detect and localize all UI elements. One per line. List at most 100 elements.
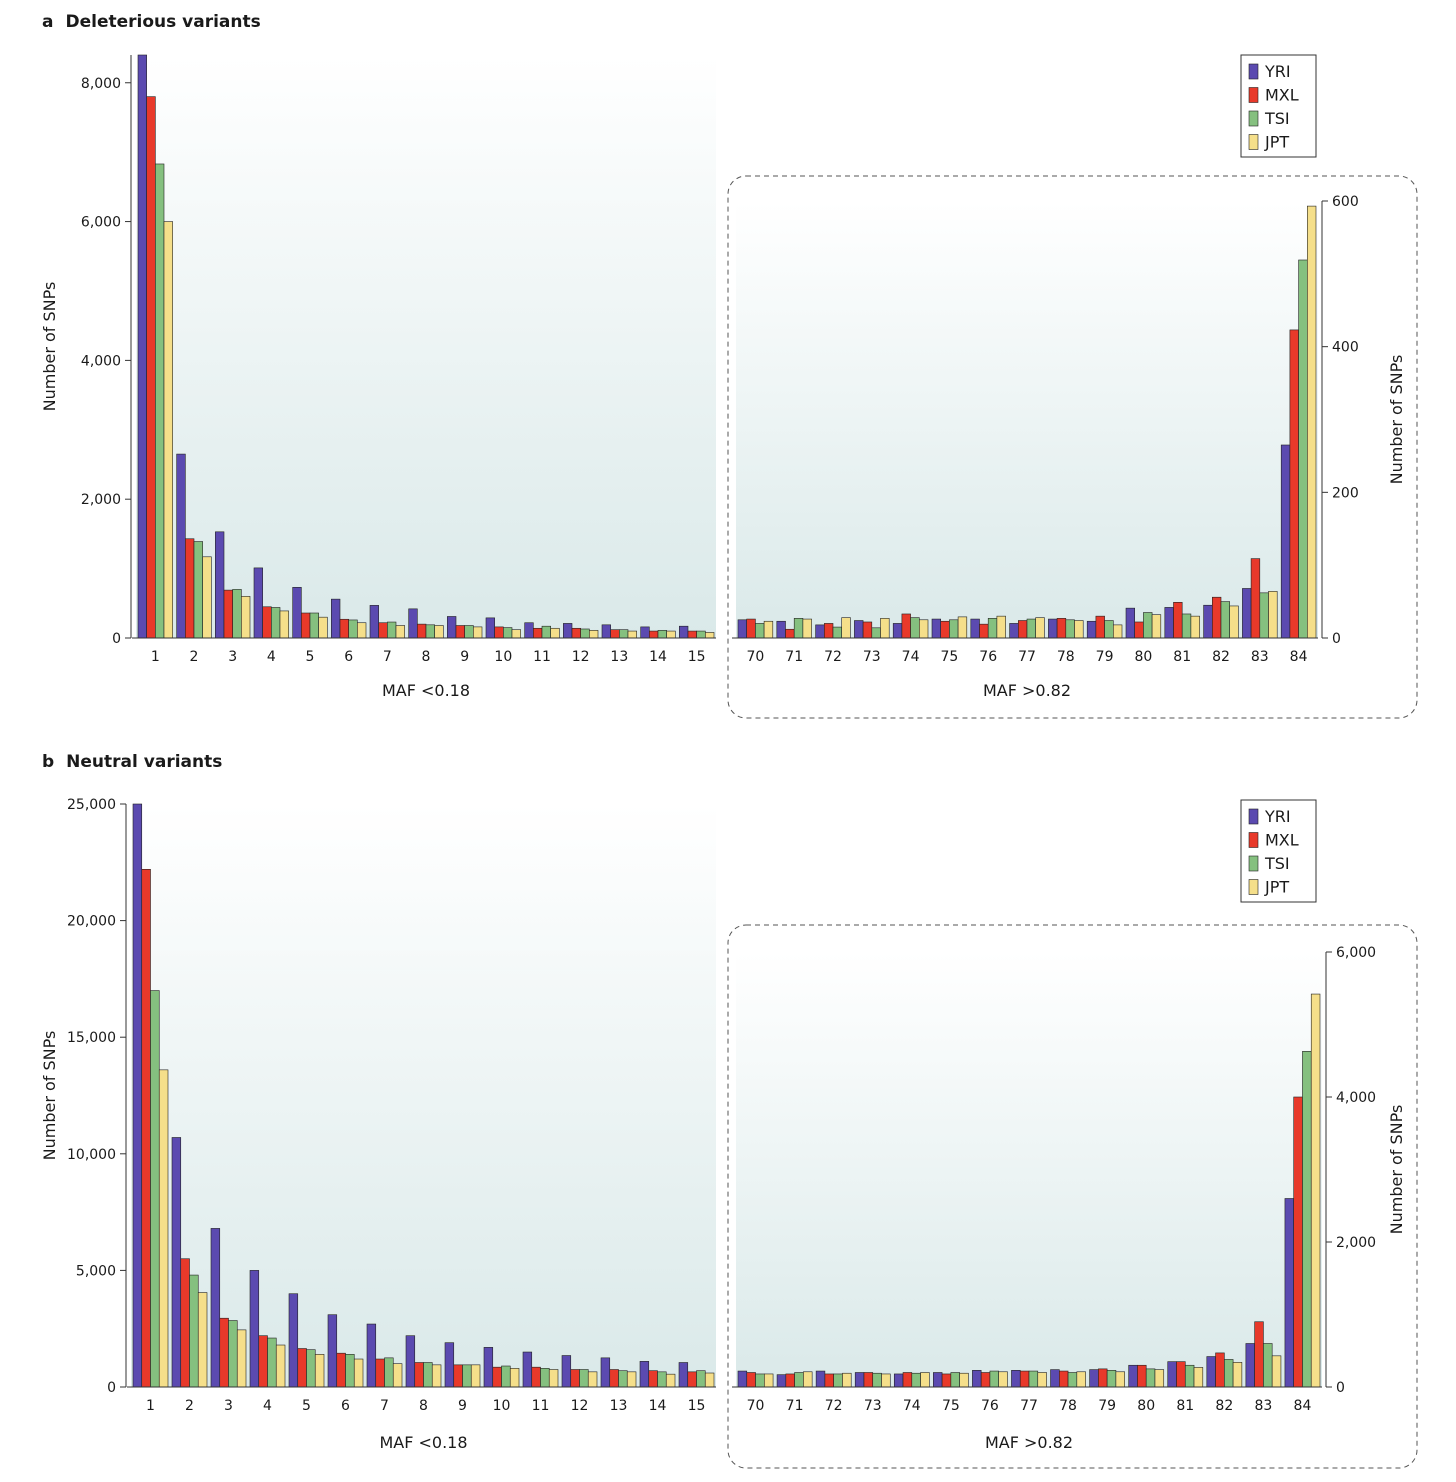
panel-a-left-bar-jpt-2 — [202, 556, 212, 639]
panel-a-left-bar-mxl-11 — [533, 627, 543, 639]
panel-a-right-bar-tsi-73 — [871, 627, 881, 639]
panel-b-right-bar-tsi-79 — [1106, 1370, 1117, 1388]
panel-b-right-bar-tsi-78 — [1067, 1372, 1078, 1388]
panel-a-left-bar-yri-1 — [137, 54, 147, 639]
panel-a-right-bar-jpt-74 — [918, 619, 929, 639]
panel-a-right-bar-mxl-76 — [979, 623, 989, 639]
panel-b-right-ytick-label-3: 6,000 — [1336, 945, 1376, 961]
panel-b-right-ylabel: Number of SNPs — [1387, 1105, 1406, 1235]
panel-b-title: Neutral variants — [66, 752, 223, 772]
panel-a-left-bar-tsi-10 — [503, 627, 513, 639]
panel-b-right-bar-jpt-84 — [1310, 993, 1321, 1388]
panel-b-right-bar-tsi-81 — [1184, 1364, 1195, 1388]
panel-b-right-bar-jpt-73 — [881, 1373, 891, 1388]
panel-a-left-bar-jpt-1 — [163, 221, 173, 639]
panel-b-left-ylabel: Number of SNPs — [40, 1031, 59, 1161]
panel-a-left-xtick-13: 13 — [610, 649, 628, 665]
panel-a-left-xtick-12: 12 — [572, 649, 590, 665]
panel-b-left-bar-jpt-8 — [431, 1364, 442, 1388]
panel-a-left-xtick-5: 5 — [306, 649, 315, 665]
panel-b-left-bar-yri-14 — [639, 1361, 650, 1388]
panel-b-legend-label-jpt: JPT — [1264, 878, 1289, 897]
panel-b-left-bar-jpt-5 — [314, 1354, 325, 1388]
panel-a-legend-swatch-mxl — [1248, 87, 1259, 103]
panel-b-left-xtick-1: 1 — [146, 1398, 155, 1414]
panel-b-left-ytick-label-0: 0 — [107, 1380, 116, 1396]
panel-a-left-xtick-10: 10 — [494, 649, 512, 665]
panel-b-left-bar-tsi-1 — [150, 990, 160, 1388]
panel-b-right-bar-yri-77 — [1011, 1370, 1021, 1388]
panel-a-left-xtick-6: 6 — [344, 649, 353, 665]
panel-a-right-bar-mxl-75 — [940, 620, 950, 639]
panel-a-right-plot-bg — [736, 201, 1318, 638]
panel-b-left-xtick-6: 6 — [341, 1398, 350, 1414]
panel-b-right-bar-yri-74 — [893, 1373, 904, 1388]
panel-b-left-xlabel: MAF <0.18 — [379, 1433, 467, 1452]
panel-a-right-bar-mxl-80 — [1134, 621, 1144, 639]
panel-a-right-xtick-72: 72 — [824, 649, 842, 665]
panel-b-left-bar-yri-6 — [327, 1314, 338, 1388]
panel-a-right-xtick-75: 75 — [940, 649, 958, 665]
panel-a-left-bar-jpt-15 — [705, 632, 715, 639]
panel-b-right-xtick-70: 70 — [747, 1398, 765, 1414]
panel-a-left-bar-jpt-11 — [550, 627, 560, 639]
panel-a-left-xtick-1: 1 — [151, 649, 160, 665]
panel-b-right-bar-yri-70 — [737, 1370, 748, 1388]
panel-b-right-bar-jpt-71 — [803, 1371, 813, 1388]
panel-a-left-bar-mxl-6 — [339, 618, 349, 639]
panel-a-left-bar-tsi-12 — [580, 628, 590, 639]
panel-a-left-bar-tsi-6 — [348, 619, 358, 639]
panel-b-right-bar-mxl-75 — [941, 1373, 952, 1388]
panel-a-left-bar-mxl-14 — [649, 630, 659, 639]
panel-a-left-bar-yri-6 — [331, 598, 341, 639]
panel-b-right-bar-tsi-74 — [911, 1372, 921, 1388]
panel-b-right-bar-yri-84 — [1284, 1198, 1295, 1388]
panel-b-right-bar-tsi-73 — [872, 1372, 882, 1388]
panel-b-left-bar-mxl-9 — [453, 1364, 463, 1388]
panel-b-right-xtick-72: 72 — [825, 1398, 843, 1414]
panel-b-right-bar-mxl-81 — [1176, 1361, 1186, 1388]
panel-a-legend-label-tsi: TSI — [1264, 109, 1290, 128]
panel-a-left-bar-tsi-14 — [657, 630, 667, 639]
panel-b-left-ytick-label-5: 25,000 — [67, 797, 116, 813]
panel-b-right-xtick-79: 79 — [1098, 1398, 1116, 1414]
panel-b-legend-swatch-mxl — [1248, 832, 1259, 848]
panel-b-left-bar-yri-8 — [405, 1335, 416, 1388]
panel-b-right-bar-jpt-80 — [1154, 1369, 1165, 1388]
panel-a-left-ytick-label-0: 0 — [112, 631, 121, 647]
panel-a-legend-swatch-jpt — [1248, 134, 1259, 150]
panel-b-right-bar-tsi-83 — [1263, 1343, 1273, 1388]
panel-b-right-bar-jpt-82 — [1232, 1362, 1243, 1388]
panel-b-right-ytick-label-0: 0 — [1336, 1380, 1345, 1396]
panel-b-left-xtick-15: 15 — [688, 1398, 706, 1414]
panel-a-left-bar-mxl-7 — [378, 622, 388, 639]
panel-a-left-xtick-2: 2 — [190, 649, 199, 665]
panel-a-left-xlabel: MAF <0.18 — [382, 681, 470, 700]
panel-b-left-bar-jpt-10 — [509, 1368, 520, 1388]
panel-b-right-bar-yri-80 — [1128, 1364, 1138, 1388]
panel-a-right-bar-jpt-84 — [1307, 205, 1317, 639]
panel-b-right-bar-tsi-72 — [833, 1373, 843, 1388]
panel-b-right-plot-bg — [736, 952, 1322, 1387]
panel-a-legend-label-yri: YRI — [1264, 62, 1291, 81]
panel-a-right-bar-yri-77 — [1009, 623, 1019, 639]
panel-a-right-xlabel: MAF >0.82 — [983, 681, 1071, 700]
panel-a-left-bar-tsi-9 — [464, 625, 474, 639]
panel-b-left-bar-mxl-11 — [531, 1366, 541, 1388]
panel-a-right-bar-yri-75 — [931, 618, 941, 639]
panel-b-left-bar-mxl-3 — [219, 1317, 229, 1388]
panel-b-legend-label-mxl: MXL — [1265, 831, 1299, 850]
panel-b-right-bar-mxl-79 — [1098, 1368, 1108, 1388]
panel-b-right-bar-yri-75 — [933, 1372, 943, 1388]
panel-a-left-bar-jpt-6 — [357, 622, 367, 639]
panel-b-left-xtick-2: 2 — [185, 1398, 194, 1414]
panel-a-left-plot-bg — [136, 55, 716, 638]
panel-b-right-xtick-84: 84 — [1294, 1398, 1312, 1414]
panel-a-right-bar-mxl-73 — [862, 621, 873, 639]
panel-b-left-bar-yri-15 — [678, 1362, 689, 1388]
panel-b-right-bar-tsi-80 — [1145, 1368, 1156, 1388]
panel-b-left-bar-jpt-3 — [236, 1329, 247, 1388]
panel-a-left-bar-mxl-15 — [687, 630, 697, 639]
panel-b-left-bar-jpt-1 — [158, 1069, 169, 1388]
panel-a-left-bar-tsi-1 — [155, 163, 165, 639]
